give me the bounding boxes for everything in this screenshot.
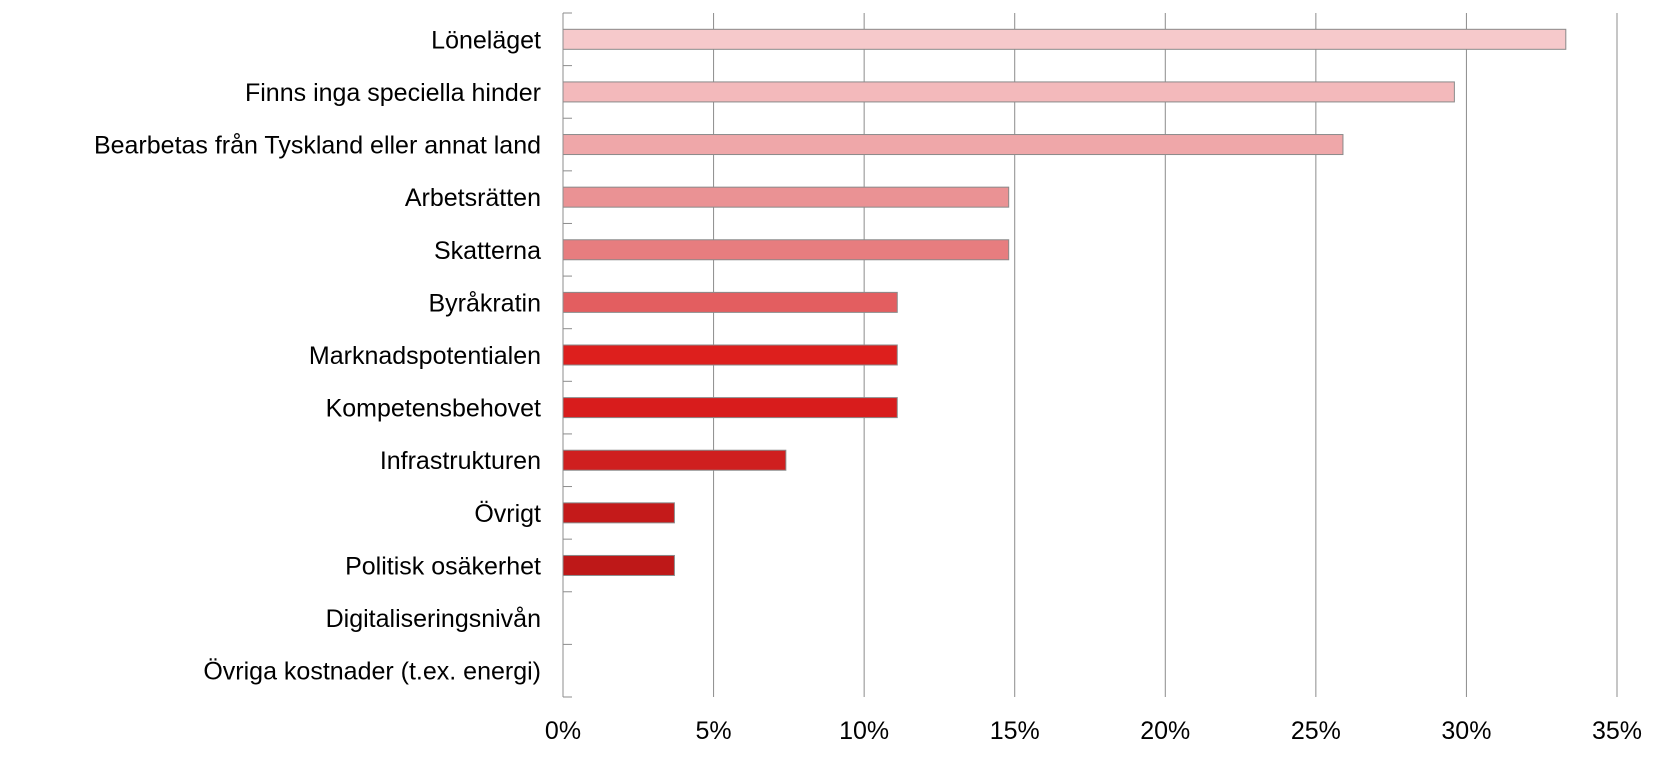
x-tick-label: 20% xyxy=(1140,717,1190,745)
bar xyxy=(562,186,1010,208)
category-label: Finns inga speciella hinder xyxy=(245,79,541,107)
bar xyxy=(562,239,1010,261)
x-tick-label: 0% xyxy=(545,717,581,745)
category-label: Marknadspotentialen xyxy=(309,342,541,370)
category-label: Övriga kostnader (t.ex. energi) xyxy=(203,658,541,686)
x-tick-label: 35% xyxy=(1592,717,1642,745)
x-tick-labels: 0% 5% 10% 15% 20% 25% 30% 35% xyxy=(545,717,1642,745)
gridlines xyxy=(713,13,1618,697)
category-label: Löneläget xyxy=(431,26,541,54)
x-tick-label: 10% xyxy=(839,717,889,745)
category-label: Bearbetas från Tyskland eller annat land xyxy=(94,132,541,160)
bar xyxy=(562,554,675,576)
category-label: Skatterna xyxy=(434,237,541,265)
x-tick-label: 15% xyxy=(990,717,1040,745)
bar xyxy=(562,502,675,524)
category-label: Övrigt xyxy=(474,500,541,528)
category-label: Arbetsrätten xyxy=(405,184,541,212)
bar xyxy=(562,81,1455,103)
y-axis xyxy=(562,12,572,698)
category-label: Kompetensbehovet xyxy=(326,395,541,423)
category-label: Politisk osäkerhet xyxy=(345,552,541,580)
x-tick-label: 25% xyxy=(1291,717,1341,745)
bar xyxy=(562,134,1344,156)
x-tick-label: 5% xyxy=(696,717,732,745)
bar xyxy=(562,449,787,471)
category-labels: Löneläget Finns inga speciella hinder Bear… xyxy=(94,26,541,685)
category-label: Digitaliseringsnivån xyxy=(326,605,541,633)
category-label: Byråkratin xyxy=(428,289,541,317)
bar xyxy=(562,344,898,366)
bar xyxy=(562,28,1567,50)
category-label: Infrastrukturen xyxy=(380,447,541,475)
bar xyxy=(562,397,898,419)
bars xyxy=(562,28,1567,576)
x-tick-label: 30% xyxy=(1441,717,1491,745)
bar xyxy=(562,291,898,313)
